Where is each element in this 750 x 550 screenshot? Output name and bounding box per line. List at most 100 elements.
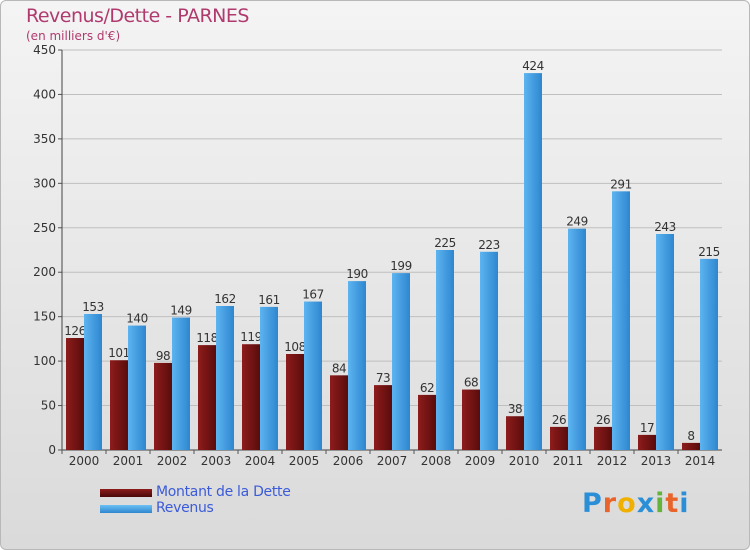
y-tick-label: 50 [41, 399, 56, 413]
bar-revenus [172, 317, 190, 450]
data-label-dette: 68 [464, 376, 478, 390]
bar-revenus [568, 228, 586, 450]
data-label-revenus: 215 [698, 245, 719, 259]
bar-revenus [700, 258, 718, 450]
data-label-revenus: 162 [214, 292, 235, 306]
logo-letter: o [617, 488, 637, 519]
x-tick-label: 2008 [421, 454, 452, 468]
x-tick-label: 2011 [553, 454, 584, 468]
bar-revenus [84, 314, 102, 450]
logo-letter: x [636, 488, 656, 519]
bar-dette [154, 362, 172, 450]
bar-dette [198, 345, 216, 450]
bar-revenus [304, 301, 322, 450]
x-tick-label: 2010 [509, 454, 540, 468]
bar-dette [594, 426, 612, 450]
data-label-revenus: 167 [302, 288, 323, 302]
bar-revenus [480, 251, 498, 450]
legend-label-dette: Montant de la Dette [156, 484, 291, 500]
y-tick-label: 150 [33, 310, 56, 324]
y-tick-label: 400 [33, 87, 56, 101]
chart-subtitle: (en milliers d'€) [26, 29, 121, 43]
data-label-dette: 17 [640, 421, 654, 435]
x-tick-label: 2009 [465, 454, 496, 468]
bar-revenus [216, 306, 234, 450]
x-tick-label: 2013 [641, 454, 672, 468]
y-tick-label: 200 [33, 265, 56, 279]
data-label-dette: 8 [687, 429, 694, 443]
logo-letter: r [602, 488, 618, 519]
bar-dette [418, 394, 436, 450]
y-tick-label: 350 [33, 132, 56, 146]
legend-label-revenus: Revenus [156, 500, 214, 516]
data-label-dette: 119 [240, 330, 261, 344]
bar-revenus [524, 73, 542, 450]
x-tick-label: 2012 [597, 454, 628, 468]
data-label-dette: 26 [596, 413, 610, 427]
bar-revenus [436, 250, 454, 450]
bar-dette [638, 434, 656, 450]
y-tick-label: 450 [33, 43, 56, 57]
data-label-dette: 84 [332, 361, 346, 375]
y-tick-label: 100 [33, 354, 56, 368]
data-label-dette: 101 [108, 346, 129, 360]
data-label-dette: 126 [64, 324, 85, 338]
x-tick-label: 2005 [289, 454, 320, 468]
data-label-revenus: 225 [434, 236, 455, 250]
data-label-revenus: 243 [654, 220, 675, 234]
legend-swatch-revenus [100, 505, 152, 513]
proxiti-logo: Proxiti [582, 488, 690, 519]
x-tick-label: 2004 [245, 454, 276, 468]
bar-dette [374, 385, 392, 450]
logo-letter: P [582, 488, 603, 519]
bar-revenus [260, 306, 278, 450]
chart-title: Revenus/Dette - PARNES [26, 5, 249, 27]
bar-dette [242, 344, 260, 450]
logo-letter: i [655, 488, 666, 519]
bar-dette [66, 338, 84, 450]
bar-dette [330, 375, 348, 450]
legend-swatch-dette [100, 489, 152, 497]
bar-revenus [656, 234, 674, 450]
bar-dette [286, 354, 304, 450]
x-tick-label: 2007 [377, 454, 408, 468]
data-label-revenus: 424 [522, 59, 543, 73]
y-tick-label: 300 [33, 176, 56, 190]
x-tick-label: 2001 [113, 454, 144, 468]
data-label-revenus: 223 [478, 238, 499, 252]
x-tick-label: 2006 [333, 454, 364, 468]
bar-dette [462, 389, 480, 450]
logo-letter: t [665, 488, 680, 519]
bar-dette [682, 442, 700, 450]
x-tick-label: 2003 [201, 454, 232, 468]
data-label-revenus: 149 [170, 304, 191, 318]
data-label-dette: 73 [376, 371, 390, 385]
data-label-revenus: 161 [258, 293, 279, 307]
bar-revenus [128, 325, 146, 450]
data-label-revenus: 140 [126, 312, 147, 326]
logo-letter: i [679, 488, 690, 519]
data-label-dette: 118 [196, 331, 217, 345]
y-tick-label: 0 [48, 443, 56, 457]
bar-dette [110, 360, 128, 450]
x-tick-label: 2002 [157, 454, 188, 468]
bar-dette [506, 416, 524, 450]
bar-revenus [348, 281, 366, 450]
y-tick-label: 250 [33, 221, 56, 235]
data-label-dette: 38 [508, 402, 522, 416]
x-tick-label: 2000 [69, 454, 100, 468]
data-label-revenus: 249 [566, 215, 587, 229]
data-label-dette: 26 [552, 413, 566, 427]
bar-revenus [392, 273, 410, 450]
data-label-revenus: 153 [82, 300, 103, 314]
x-tick-label: 2014 [685, 454, 716, 468]
bar-dette [550, 426, 568, 450]
data-label-dette: 98 [156, 349, 170, 363]
data-label-dette: 62 [420, 381, 434, 395]
data-label-dette: 108 [284, 340, 305, 354]
data-label-revenus: 190 [346, 267, 367, 281]
data-label-revenus: 199 [390, 259, 411, 273]
data-label-revenus: 291 [610, 177, 631, 191]
bar-revenus [612, 191, 630, 451]
